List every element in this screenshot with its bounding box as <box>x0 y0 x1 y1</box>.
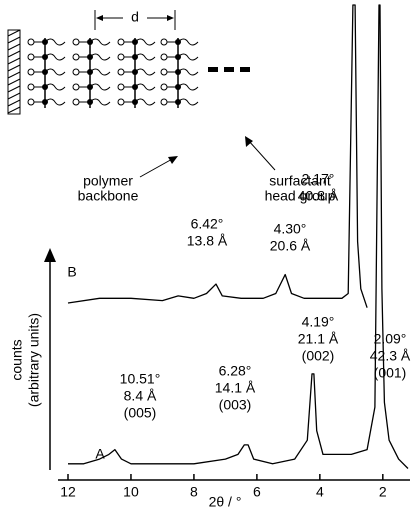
surfactant-tail <box>44 68 66 76</box>
head-group <box>117 38 125 46</box>
trace <box>68 4 409 469</box>
x-tick-label: 2 <box>379 484 387 500</box>
surfactant-tail <box>134 98 156 106</box>
peak-label: 6.28° <box>219 363 252 379</box>
arrow-head <box>168 156 178 164</box>
surfactant-tail <box>177 98 199 106</box>
x-tick-label: 4 <box>316 484 324 500</box>
peak-label: 2.09° <box>374 331 407 347</box>
x-tick-label: 12 <box>60 484 76 500</box>
head-group <box>117 98 125 106</box>
surfactant-tail <box>134 83 156 91</box>
wall-hatch <box>7 36 21 44</box>
head-group <box>27 83 35 91</box>
diagram-label: surfactant <box>269 173 331 189</box>
surfactant-tail <box>134 53 156 61</box>
peak-label: 14.1 Å <box>215 380 256 396</box>
wall-hatch <box>7 57 21 65</box>
surfactant-tail <box>89 53 111 61</box>
head-group <box>72 83 80 91</box>
peak-label: 40.8 Å <box>298 188 339 204</box>
head-group <box>27 98 35 106</box>
surfactant-tail <box>89 38 111 46</box>
wall-hatch <box>7 43 21 51</box>
surfactant-tail <box>89 83 111 91</box>
peak-label: 20.6 Å <box>270 238 311 254</box>
peak-label: (003) <box>219 397 252 413</box>
peak-label: 42.3 Å <box>370 348 411 364</box>
y-axis-label: (arbitrary units) <box>26 313 42 407</box>
surfactant-tail <box>177 83 199 91</box>
wall-hatch <box>7 106 21 114</box>
surfactant-tail <box>177 38 199 46</box>
surfactant-tail <box>134 68 156 76</box>
continuation-dash <box>224 67 234 72</box>
x-tick-label: 6 <box>253 484 261 500</box>
head-group <box>72 38 80 46</box>
wall-hatch <box>7 29 21 37</box>
peak-label: (001) <box>374 365 407 381</box>
wall-hatch <box>7 85 21 93</box>
diagram-label: head group <box>265 188 336 204</box>
head-group <box>72 68 80 76</box>
peak-label: 13.8 Å <box>187 233 228 249</box>
peak-label: (002) <box>302 348 335 364</box>
head-group <box>160 68 168 76</box>
surfactant-tail <box>44 38 66 46</box>
peak-label: (005) <box>124 405 157 421</box>
pointer <box>247 139 276 171</box>
x-axis-label: 2θ / ° <box>209 494 242 510</box>
surfactant-tail <box>177 68 199 76</box>
wall-hatch <box>7 78 21 86</box>
spacing-label: d <box>131 9 139 25</box>
x-tick-label: 8 <box>190 484 198 500</box>
head-group <box>72 98 80 106</box>
surfactant-tail <box>134 38 156 46</box>
head-group <box>117 53 125 61</box>
continuation-dash <box>208 67 218 72</box>
head-group <box>27 38 35 46</box>
head-group <box>160 53 168 61</box>
wall-hatch <box>7 99 21 107</box>
head-group <box>27 68 35 76</box>
wall-hatch <box>7 71 21 79</box>
surfactant-tail <box>89 98 111 106</box>
x-tick-label: 10 <box>123 484 139 500</box>
peak-label: 8.4 Å <box>124 388 157 404</box>
surfactant-tail <box>44 53 66 61</box>
peak-label: 4.19° <box>302 314 335 330</box>
arrow-head <box>245 136 253 147</box>
peak-label: 6.42° <box>191 216 224 232</box>
surfactant-tail <box>177 53 199 61</box>
head-group <box>160 38 168 46</box>
y-axis-label: counts <box>9 339 25 380</box>
peak-label: 10.51° <box>120 371 161 387</box>
series-label: A <box>95 446 105 462</box>
head-group <box>117 83 125 91</box>
wall-hatch <box>7 92 21 100</box>
pointer <box>139 157 175 178</box>
trace <box>67 4 368 308</box>
surfactant-tail <box>44 98 66 106</box>
arrow-head <box>167 15 174 21</box>
wall-hatch <box>7 64 21 72</box>
surfactant-tail <box>44 83 66 91</box>
diagram-label: backbone <box>78 188 139 204</box>
continuation-dash <box>240 67 250 72</box>
y-arrow-head <box>44 248 56 262</box>
head-group <box>117 68 125 76</box>
arrow-head <box>96 15 103 21</box>
head-group <box>160 98 168 106</box>
head-group <box>160 83 168 91</box>
head-group <box>72 53 80 61</box>
peak-label: 21.1 Å <box>298 331 339 347</box>
series-label: B <box>67 264 76 280</box>
head-group <box>27 53 35 61</box>
surfactant-tail <box>89 68 111 76</box>
wall-hatch <box>7 50 21 58</box>
peak-label: 4.30° <box>274 221 307 237</box>
peak-label: 2.17° <box>302 171 335 187</box>
diagram-label: polymer <box>83 173 133 189</box>
